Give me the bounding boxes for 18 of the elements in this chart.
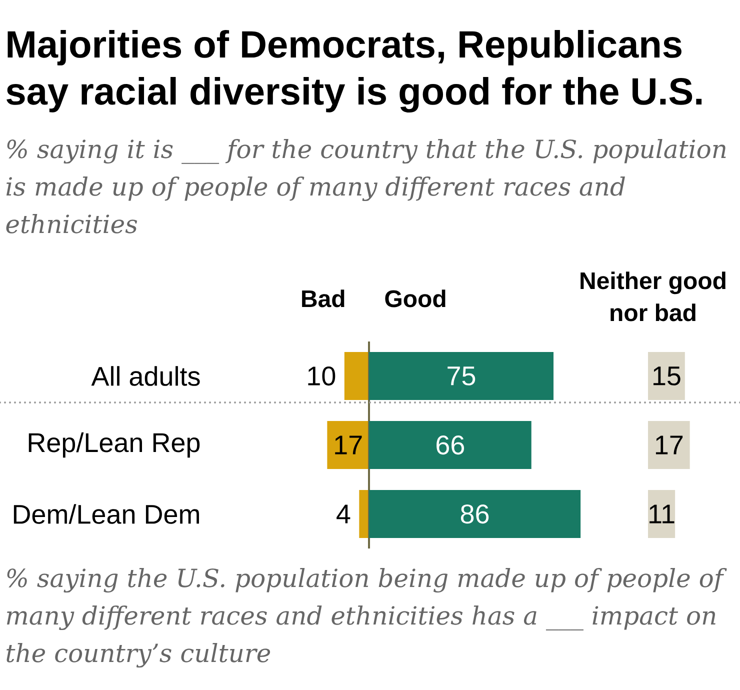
series-label: Bad: [302, 290, 344, 308]
data-label: 10: [308, 366, 336, 386]
data-label: 66: [436, 435, 464, 455]
data-label: 15: [654, 366, 680, 386]
data-label: 11: [650, 504, 674, 524]
y-tick-label: Dem/Lean Dem: [14, 504, 199, 524]
chart-title: Majorities of Democrats, Republicans say racial diversity is good for the U.S.: [6, 30, 702, 113]
text: Neither good nor bad: [580, 272, 726, 322]
data-label: 17: [335, 436, 362, 454]
annotation: % saying the U.S. population being made up of people of many different races and ethnicities has a ___ impact on the country’s culture: [6, 568, 727, 668]
y-tick-label: Rep/Lean Rep: [28, 432, 200, 458]
series-label: Good: [385, 290, 446, 308]
y-tick-label: All adults: [91, 366, 200, 386]
data-label: 75: [448, 366, 476, 386]
data-label: 86: [460, 504, 489, 524]
data-label: 4: [336, 504, 350, 524]
data-label: 17: [656, 436, 683, 454]
chart-subtitle: % saying it is ___ for the country that the U.S. population is made up of people of many different races and ethnicities: [6, 139, 726, 234]
